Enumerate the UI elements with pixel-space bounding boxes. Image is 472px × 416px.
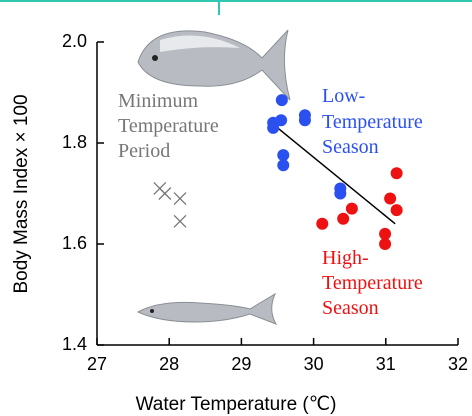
point — [277, 159, 289, 171]
point — [334, 188, 346, 200]
cross-marker — [159, 188, 171, 200]
annotation-line: Temperature — [322, 272, 423, 294]
annotation-high: High- Temperature Season — [322, 247, 423, 319]
point — [391, 167, 403, 179]
point — [276, 94, 288, 106]
cross-marker — [174, 215, 186, 227]
y-tick-label: 1.8 — [62, 132, 87, 152]
point — [299, 114, 311, 126]
chart: Water Temperature (℃) Body Mass Index × … — [0, 0, 472, 416]
point — [391, 204, 403, 216]
point — [384, 193, 396, 205]
fish-small — [138, 294, 276, 324]
cross-marker — [174, 193, 186, 205]
annotation-line: Low- — [322, 85, 365, 107]
x-tick-label: 30 — [304, 354, 324, 374]
axes — [97, 42, 458, 345]
x-axis-label: Water Temperature (℃) — [136, 394, 337, 415]
annotation-minimum: Minimum Temperature Period — [118, 90, 219, 162]
annotation-line: High- — [322, 247, 369, 269]
y-tick-label: 1.6 — [62, 233, 87, 253]
annotation-line: Season — [322, 136, 379, 158]
point — [346, 203, 358, 215]
point — [379, 238, 391, 250]
x-tick-label: 29 — [231, 354, 251, 374]
annotation-low: Low- Temperature Season — [322, 85, 423, 158]
point — [337, 213, 349, 225]
point — [316, 218, 328, 230]
x-tick-label: 32 — [448, 354, 468, 374]
annotation-line: Period — [118, 140, 170, 162]
annotation-line: Minimum — [118, 90, 198, 112]
point — [267, 122, 279, 134]
x-tick-label: 31 — [376, 354, 396, 374]
x-tick-label: 27 — [87, 354, 107, 374]
y-axis-label: Body Mass Index × 100 — [11, 94, 32, 293]
annotation-line: Temperature — [322, 111, 423, 133]
x-tick-label: 28 — [159, 354, 179, 374]
y-tick-label: 2.0 — [62, 31, 87, 51]
annotation-line: Season — [322, 297, 379, 319]
y-tick-label: 1.4 — [62, 334, 87, 354]
annotation-line: Temperature — [118, 115, 219, 137]
